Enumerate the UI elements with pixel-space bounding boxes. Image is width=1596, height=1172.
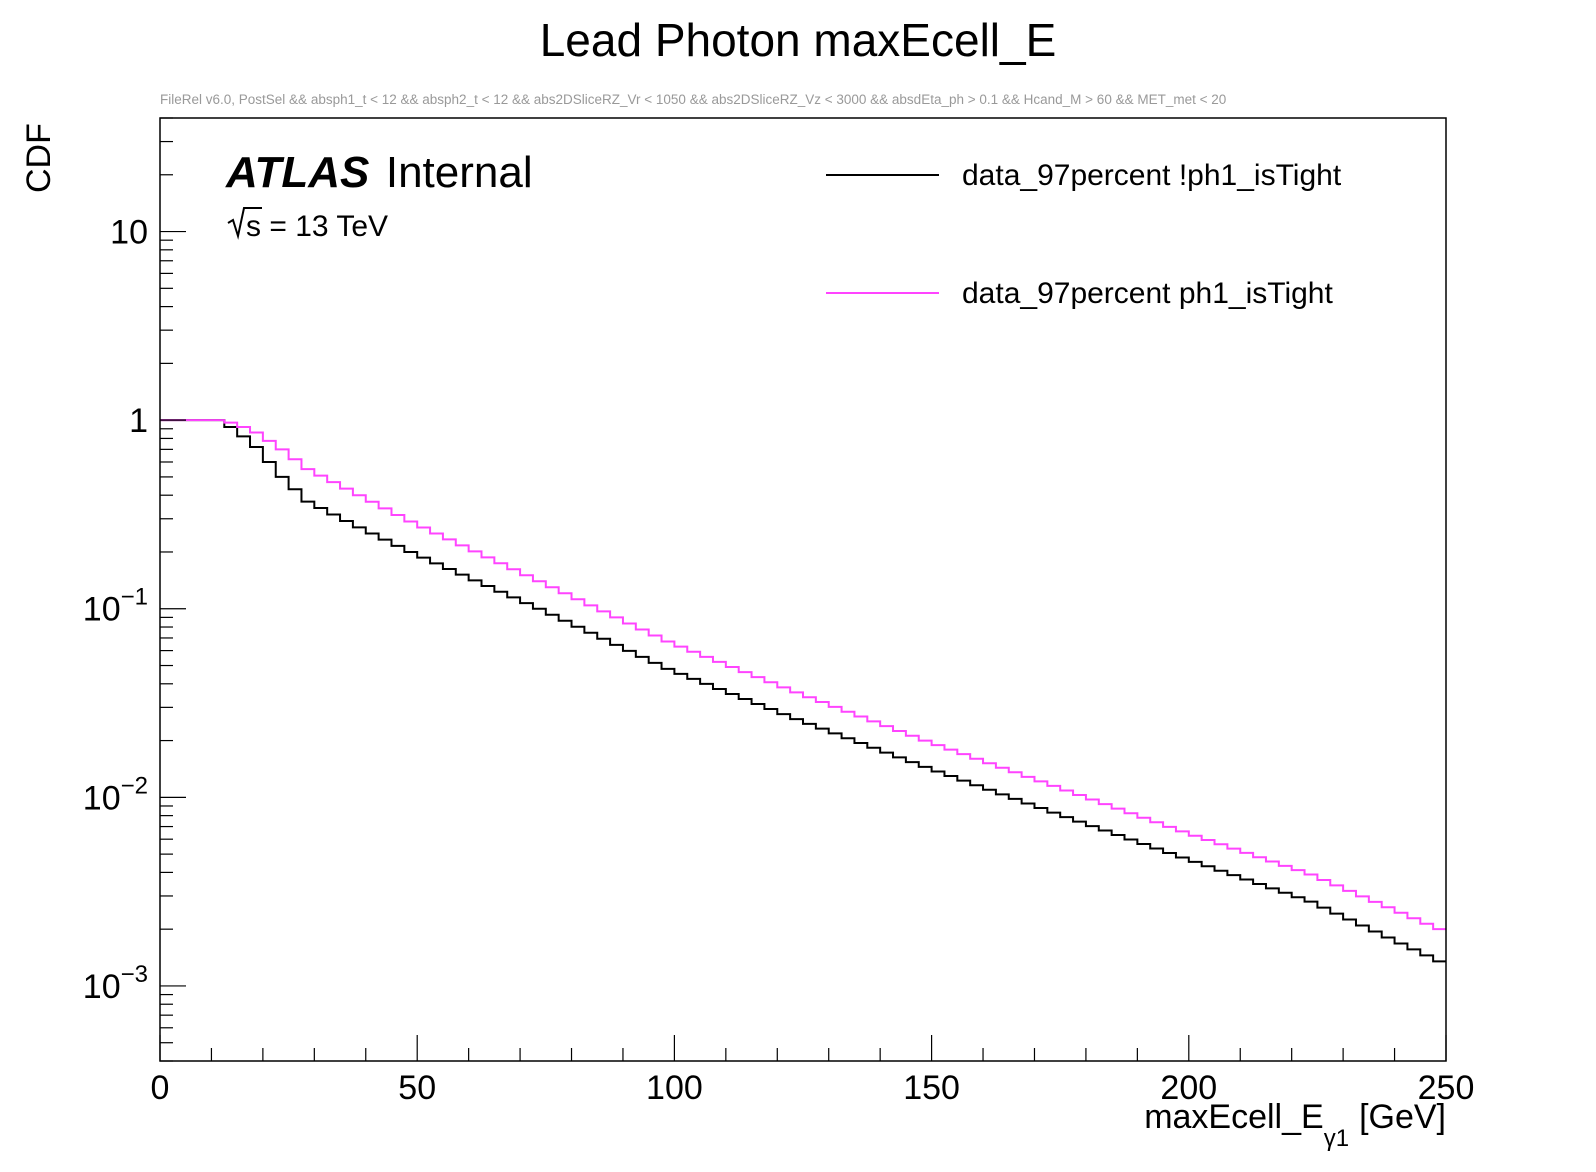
x-tick-label: 250 xyxy=(1418,1069,1475,1107)
plot-frame xyxy=(159,117,1447,1062)
y-tick-label: 10−1 xyxy=(83,584,148,629)
y-tick-label: 10 xyxy=(110,214,148,252)
x-axis-title-unit: [GeV] xyxy=(1359,1098,1446,1136)
y-tick-label: 10−2 xyxy=(83,772,148,817)
x-axis-title-main: maxEcell_E xyxy=(1144,1098,1324,1136)
x-tick-label: 200 xyxy=(1160,1069,1217,1107)
legend: data_97percent !ph1_isTight data_97perce… xyxy=(826,159,1342,310)
x-tick-label: 100 xyxy=(646,1069,703,1107)
x-tick-label: 150 xyxy=(903,1069,960,1107)
x-tick-label: 0 xyxy=(151,1069,170,1107)
x-tick-label: 50 xyxy=(398,1069,436,1107)
series-layer xyxy=(160,419,1446,963)
y-axis-title: CDF xyxy=(20,123,58,193)
atlas-status: Internal xyxy=(386,148,533,197)
series-line-not-tight xyxy=(160,419,1446,963)
energy-label: s = 13 TeV xyxy=(246,210,388,243)
legend-label-tight: data_97percent ph1_isTight xyxy=(962,277,1333,310)
atlas-label: ATLAS Internal xyxy=(225,148,533,197)
legend-label-not-tight: data_97percent !ph1_isTight xyxy=(962,159,1342,192)
sqrt-sign-icon xyxy=(227,207,262,240)
y-tick-label: 1 xyxy=(129,402,148,440)
y-tick-label: 10−3 xyxy=(83,961,148,1006)
x-axis-title-sub: γ1 xyxy=(1324,1125,1349,1152)
x-axis-title: maxEcell_Eγ1 [GeV] xyxy=(1144,1098,1446,1152)
series-line-tight xyxy=(160,419,1446,931)
chart-title: Lead Photon maxEcell_E xyxy=(540,14,1057,66)
axis-layer: 0 50 100 150 200 250 10−3 10−2 10−1 1 10 xyxy=(83,117,1475,1107)
chart-subtitle: FileRel v6.0, PostSel && absph1_t < 12 &… xyxy=(160,92,1226,107)
atlas-logo-text: ATLAS xyxy=(225,148,369,197)
